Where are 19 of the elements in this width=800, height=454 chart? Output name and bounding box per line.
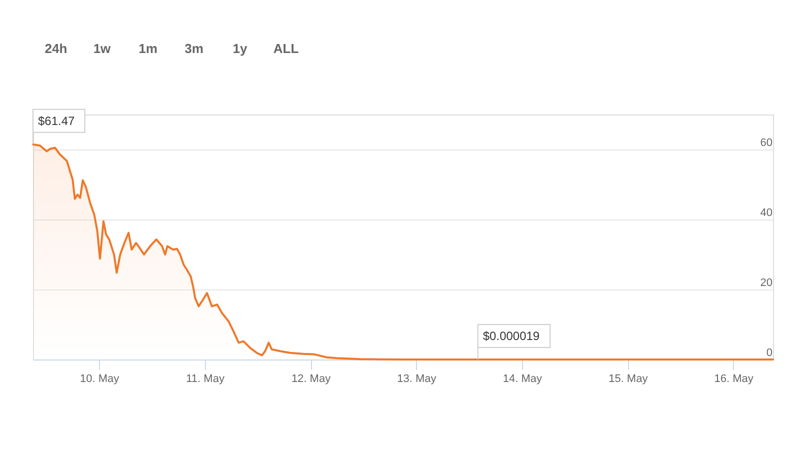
- x-tick-label: 15. May: [608, 373, 648, 385]
- text: ALL: [273, 41, 299, 56]
- x-tick-label: 11. May: [186, 373, 225, 385]
- x-tick-label: 14. May: [502, 373, 542, 385]
- x-tick-label: 10. May: [80, 373, 120, 385]
- x-tick-label: 12. May: [291, 373, 332, 385]
- y-tick-label: 60: [760, 137, 772, 149]
- y-tick-label: 0: [766, 347, 772, 359]
- y-tick-label: 40: [760, 207, 772, 219]
- text: 1w: [93, 41, 112, 56]
- x-tick-label: 16. May: [714, 373, 754, 385]
- annotation: $61.47: [38, 114, 76, 128]
- text: 3m: [184, 41, 204, 56]
- text: 1y: [232, 41, 248, 56]
- x-tick-label: 13. May: [397, 373, 437, 385]
- text: 1m: [138, 41, 158, 56]
- y-tick-label: 20: [760, 277, 772, 289]
- annotation: $0.000019: [482, 329, 540, 343]
- text: 24h: [44, 41, 68, 56]
